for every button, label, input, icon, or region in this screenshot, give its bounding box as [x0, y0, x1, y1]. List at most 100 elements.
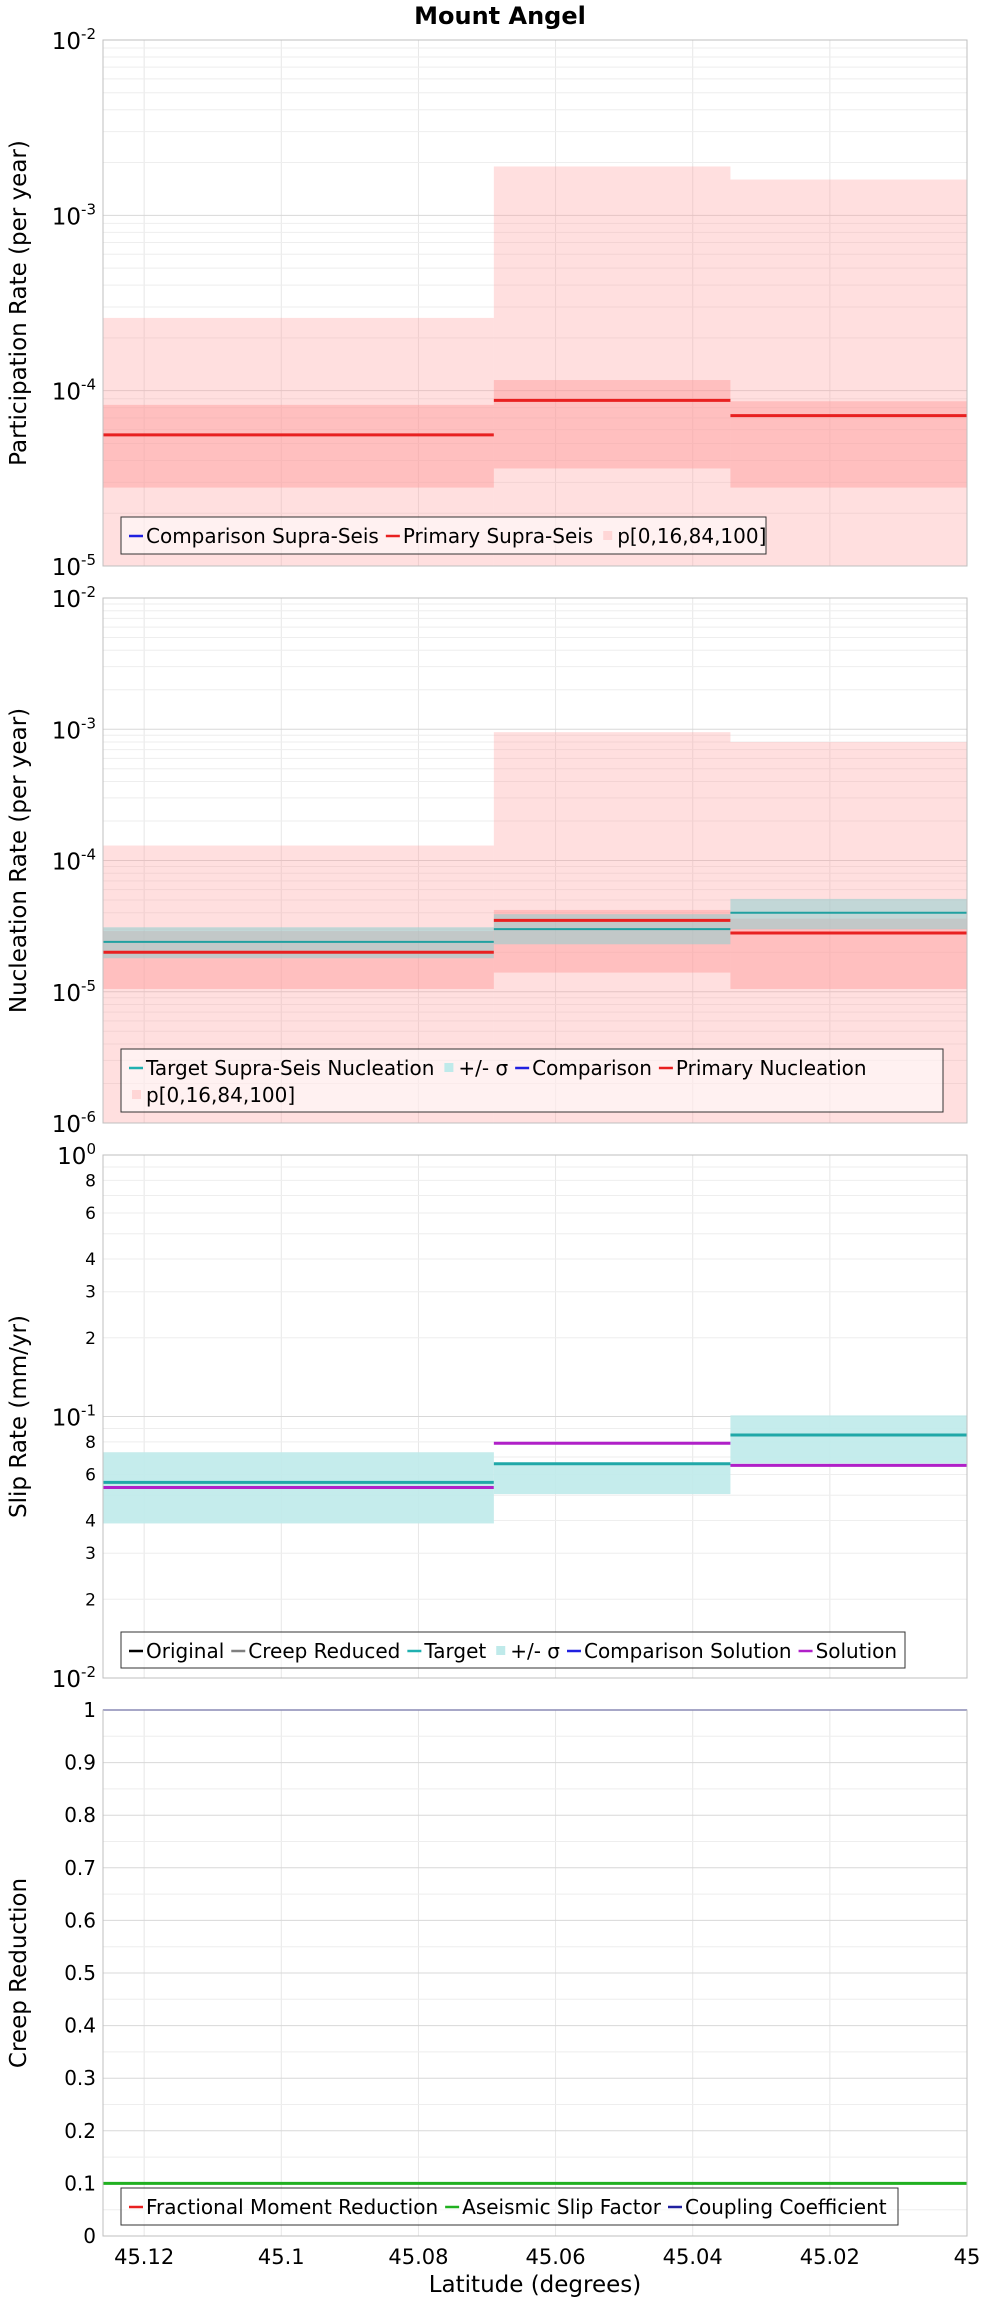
legend-swatch — [496, 1646, 506, 1655]
tick-base: 10 — [52, 850, 81, 876]
tick-exponent: -1 — [81, 1402, 96, 1420]
legend-box — [120, 2187, 899, 2226]
y-minor-tick-label: 8 — [85, 1433, 96, 1453]
tick-exponent: -2 — [81, 1663, 96, 1681]
y-tick-label: 0.7 — [64, 1856, 96, 1880]
y-axis: 0 0.1 0.2 0.3 0.4 0.5 0.6 0.7 0.8 0.9 1 — [64, 1698, 96, 2248]
y-tick-label: 0.4 — [64, 2014, 96, 2038]
legend-label: p[0,16,84,100] — [146, 1083, 295, 1107]
percentile-band-inner — [103, 404, 494, 488]
y-tick-label: 0.1 — [64, 2171, 96, 2195]
y-minor-tick-label: 6 — [85, 1466, 96, 1486]
y-tick-label: 10-4 — [52, 846, 96, 876]
tick-base: 10 — [52, 555, 81, 581]
tick-exponent: 0 — [86, 1140, 96, 1158]
tick-base: 10 — [52, 204, 81, 230]
legend-label: p[0,16,84,100] — [617, 524, 766, 548]
percentile-band-inner — [730, 918, 967, 989]
plot-frame — [102, 39, 968, 567]
legend-swatch — [603, 531, 613, 540]
y-tick-label: 0.3 — [64, 2066, 96, 2090]
x-tick-label: 45.02 — [800, 2245, 860, 2269]
y-tick-label: 0.8 — [64, 1803, 96, 1827]
y-tick-label: 10-2 — [52, 25, 96, 55]
legend: Original Creep Reduced Target +/- σ Comparis… — [120, 1631, 906, 1669]
legend-box — [120, 516, 767, 555]
tick-base: 10 — [52, 1667, 81, 1693]
y-tick-label: 0.2 — [64, 2119, 96, 2143]
y-tick-label: 1 — [83, 1698, 96, 1722]
y-tick-label: 10-6 — [52, 1108, 96, 1138]
legend-swatch — [444, 1063, 454, 1072]
y-axis: 10-510-410-310-2 — [52, 25, 96, 581]
tick-exponent: -3 — [81, 714, 96, 732]
x-axis-label: Latitude (degrees) — [429, 2272, 642, 2298]
tick-exponent: -4 — [81, 376, 96, 394]
x-tick-label: 45.04 — [663, 2245, 723, 2269]
sigma-band — [730, 1415, 967, 1464]
plot-frame — [102, 1709, 968, 2237]
y-tick-label: 10-5 — [52, 551, 96, 581]
grid — [103, 40, 968, 567]
sigma-band — [730, 898, 967, 930]
y-minor-tick-label: 3 — [85, 1544, 96, 1564]
legend: Comparison Supra-Seis Primary Supra-Seis p… — [120, 516, 767, 555]
percentile-band-outer — [493, 166, 731, 566]
x-tick-label: 45.06 — [526, 2245, 586, 2269]
y-minor-tick-label: 2 — [85, 1590, 96, 1610]
legend-label: Coupling Coefficient — [685, 2195, 887, 2219]
y-minor-tick-label: 3 — [85, 1283, 96, 1303]
y-tick-label: 10-2 — [52, 1663, 96, 1693]
panel-4: 0 0.1 0.2 0.3 0.4 0.5 0.6 0.7 0.8 0.9 1 Creep Reduc… — [6, 1698, 980, 2298]
tick-base: 10 — [57, 1144, 86, 1170]
legend-label: Original — [146, 1639, 224, 1663]
tick-base: 10 — [52, 29, 81, 55]
x-tick-label: 45.08 — [388, 2245, 448, 2269]
y-tick-label: 100 — [57, 1140, 96, 1170]
y-tick-label: 10-2 — [52, 583, 96, 613]
percentile-band-inner — [493, 380, 731, 469]
legend-label: Creep Reduced — [248, 1639, 400, 1663]
tick-exponent: -3 — [81, 200, 96, 218]
legend-label: Primary Nucleation — [676, 1056, 867, 1080]
y-tick-label: 10-4 — [52, 376, 96, 406]
data-layer — [103, 1415, 967, 1524]
legend-label: +/- σ — [458, 1056, 508, 1080]
plot-frame — [102, 597, 968, 1124]
tick-exponent: -6 — [81, 1108, 96, 1126]
tick-base: 10 — [52, 587, 81, 613]
y-tick-label: 10-3 — [52, 714, 96, 744]
tick-base: 10 — [52, 1406, 81, 1432]
legend: Target Supra-Seis Nucleation +/- σ Compari… — [120, 1048, 944, 1113]
tick-exponent: -2 — [81, 25, 96, 43]
y-axis: 10-610-510-410-310-2 — [52, 583, 96, 1138]
legend-label: Solution — [816, 1639, 897, 1663]
y-tick-label: 0 — [83, 2224, 96, 2248]
legend-label: Comparison — [532, 1056, 652, 1080]
sigma-band — [493, 1463, 731, 1495]
legend-label: Aseismic Slip Factor — [462, 2195, 662, 2219]
x-tick-label: 45.12 — [114, 2245, 174, 2269]
legend-label: Primary Supra-Seis — [403, 524, 593, 548]
y-minor-tick-label: 2 — [85, 1329, 96, 1349]
legend-label: Fractional Moment Reduction — [146, 2195, 438, 2219]
tick-base: 10 — [52, 718, 81, 744]
legend: Fractional Moment Reduction Aseismic Slip… — [120, 2187, 899, 2226]
tick-exponent: -5 — [81, 551, 96, 569]
grid — [103, 1709, 968, 2237]
x-tick-label: 45.1 — [258, 2245, 305, 2269]
legend-swatch — [132, 1090, 141, 1099]
y-axis-label: Participation Rate (per year) — [6, 140, 32, 466]
plot-frame — [102, 1154, 968, 1679]
legend-label: Comparison Solution — [584, 1639, 792, 1663]
x-axis: 45.12 45.1 45.08 45.06 45.04 45.02 45 — [114, 2245, 980, 2269]
plot-area — [103, 40, 967, 566]
tick-exponent: -5 — [81, 977, 96, 995]
y-tick-label: 0.9 — [64, 1751, 96, 1775]
legend-label: +/- σ — [510, 1639, 560, 1663]
legend-box — [120, 1048, 944, 1113]
y-axis-label: Creep Reduction — [6, 1878, 32, 2068]
